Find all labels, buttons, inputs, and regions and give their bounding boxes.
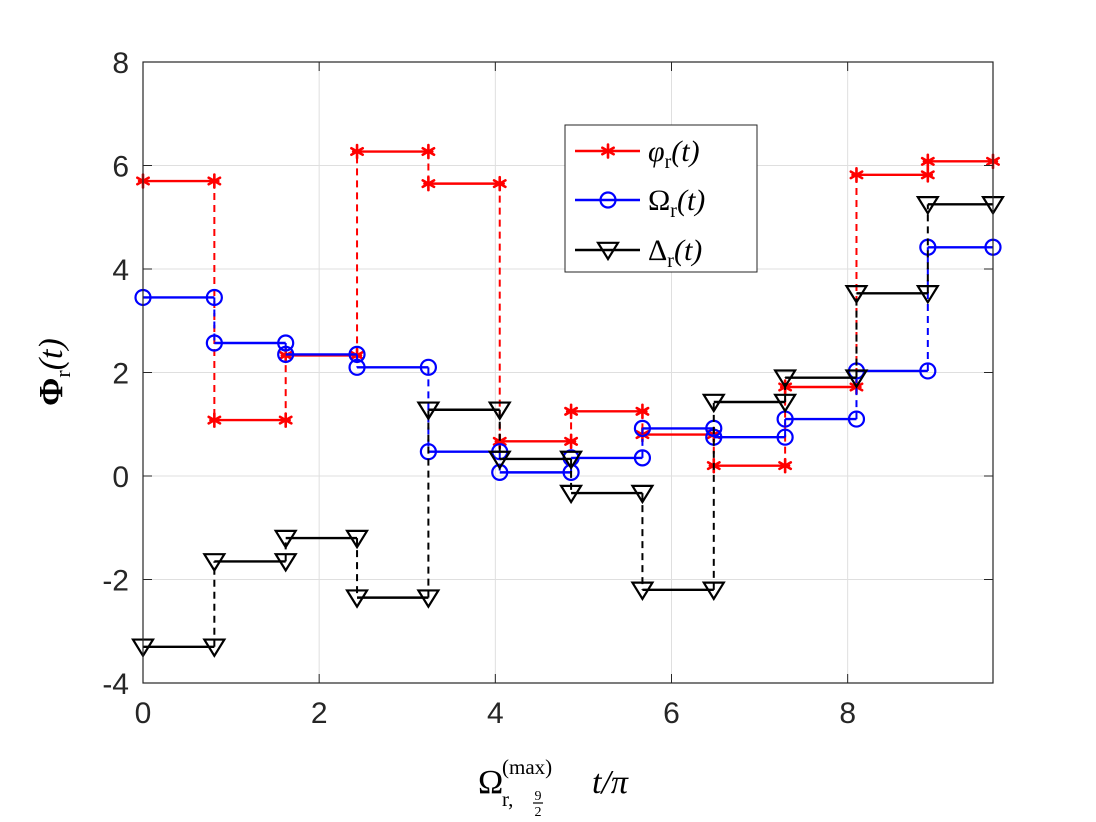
- data-point: [277, 334, 295, 352]
- y-label-subscript: r: [50, 370, 75, 378]
- x-axis-label: Ω (max) r, 9 2 t/π: [478, 755, 629, 820]
- legend-entries: φr(t)Ωr(t)Δr(t): [575, 135, 705, 272]
- x-tick-label: 6: [663, 697, 680, 730]
- data-point: [635, 403, 650, 420]
- data-point: [915, 196, 940, 216]
- data-point: [633, 419, 652, 437]
- data-point: [849, 167, 864, 183]
- data-point: [847, 410, 866, 428]
- data-point: [844, 369, 869, 389]
- y-tick-label: 0: [112, 461, 129, 494]
- data-point: [348, 358, 366, 376]
- legend-label-base: Ω: [648, 184, 670, 217]
- data-point: [559, 450, 584, 471]
- data-point: [773, 393, 798, 414]
- legend-label: φr(t): [648, 135, 700, 173]
- x-label-rest: t/π: [592, 764, 629, 801]
- data-point: [564, 433, 579, 450]
- x-tick-label: 0: [135, 697, 152, 730]
- y-tick-label: 8: [112, 47, 129, 80]
- data-point: [630, 581, 655, 601]
- legend-label: Δr(t): [648, 234, 702, 272]
- y-tick-label: -2: [102, 565, 129, 598]
- y-tick-label: 2: [112, 358, 129, 391]
- x-tick-label: 4: [487, 697, 504, 730]
- legend-label-rest: (t): [677, 184, 705, 217]
- data-point: [564, 403, 579, 420]
- legend-label-subscript: r: [665, 151, 672, 173]
- legend-box: [564, 124, 758, 273]
- data-point: [776, 428, 794, 446]
- y-tick-label: 6: [112, 151, 129, 184]
- data-point: [487, 450, 512, 471]
- x-tick-label: 2: [311, 697, 328, 730]
- data-point: [278, 412, 293, 428]
- data-point: [421, 175, 436, 192]
- data-point: [277, 345, 295, 363]
- data-point: [205, 334, 223, 352]
- data-point: [920, 167, 935, 183]
- x-label-base: Ω: [478, 764, 503, 801]
- data-point: [492, 433, 507, 450]
- data-point: [419, 358, 437, 376]
- data-point: [416, 401, 441, 421]
- legend-label-subscript: r: [670, 200, 677, 222]
- x-label-subscript: r,: [502, 787, 513, 811]
- data-point: [487, 401, 512, 421]
- legend-label: Ωr(t): [648, 184, 705, 222]
- data-point: [421, 143, 436, 160]
- data-point: [345, 589, 370, 609]
- legend-marker: [599, 191, 617, 209]
- data-point: [915, 285, 940, 305]
- data-point: [202, 638, 227, 658]
- data-point: [920, 153, 935, 170]
- series-Delta_r(t): [131, 196, 1005, 658]
- legend-entry-Delta_r(t): Δr(t): [575, 234, 702, 272]
- data-point: [273, 553, 298, 573]
- data-point: [345, 529, 370, 550]
- axis-ticks: 0 2 4 6 8 -4 -2 0 2 4 6 8: [102, 47, 993, 730]
- data-point: [273, 529, 298, 550]
- data-point: [778, 457, 793, 474]
- legend-entry-phi_r(t): φr(t): [575, 135, 700, 173]
- y-tick-label: -4: [102, 668, 129, 701]
- data-point: [630, 484, 655, 505]
- data-point: [919, 362, 937, 380]
- legend-label-rest: (t): [674, 234, 702, 267]
- data-point: [559, 484, 584, 505]
- data-point: [701, 581, 726, 601]
- data-point: [491, 463, 509, 481]
- data-point: [205, 288, 223, 307]
- data-point: [207, 173, 222, 189]
- y-tick-label: 4: [112, 254, 129, 287]
- legend: φr(t)Ωr(t)Δr(t): [564, 124, 758, 273]
- x-label-superscript: (max): [502, 755, 552, 779]
- y-label-rest: (t): [33, 338, 70, 370]
- legend-marker: [596, 241, 620, 262]
- legend-label-base: Δ: [648, 234, 667, 267]
- data-point: [207, 412, 222, 428]
- data-point: [348, 345, 366, 363]
- legend-entry-Omega_r(t): Ωr(t): [575, 184, 705, 222]
- x-label-sub-denominator: 2: [535, 805, 542, 820]
- data-point: [202, 553, 227, 573]
- data-point: [773, 369, 798, 389]
- legend-marker: [601, 143, 615, 159]
- data-point: [350, 143, 364, 160]
- x-label-sub-numerator: 9: [535, 789, 542, 804]
- data-point: [701, 393, 726, 414]
- y-axis-label: Φr(t): [33, 338, 75, 406]
- data-point: [633, 449, 652, 467]
- legend-label-rest: (t): [671, 135, 699, 168]
- legend-label-base: φ: [648, 135, 665, 168]
- x-tick-label: 8: [839, 697, 856, 730]
- data-point: [492, 175, 507, 192]
- y-label-base: Φ: [33, 378, 70, 406]
- data-point: [844, 285, 869, 305]
- data-point: [416, 589, 441, 609]
- legend-label-subscript: r: [667, 250, 674, 272]
